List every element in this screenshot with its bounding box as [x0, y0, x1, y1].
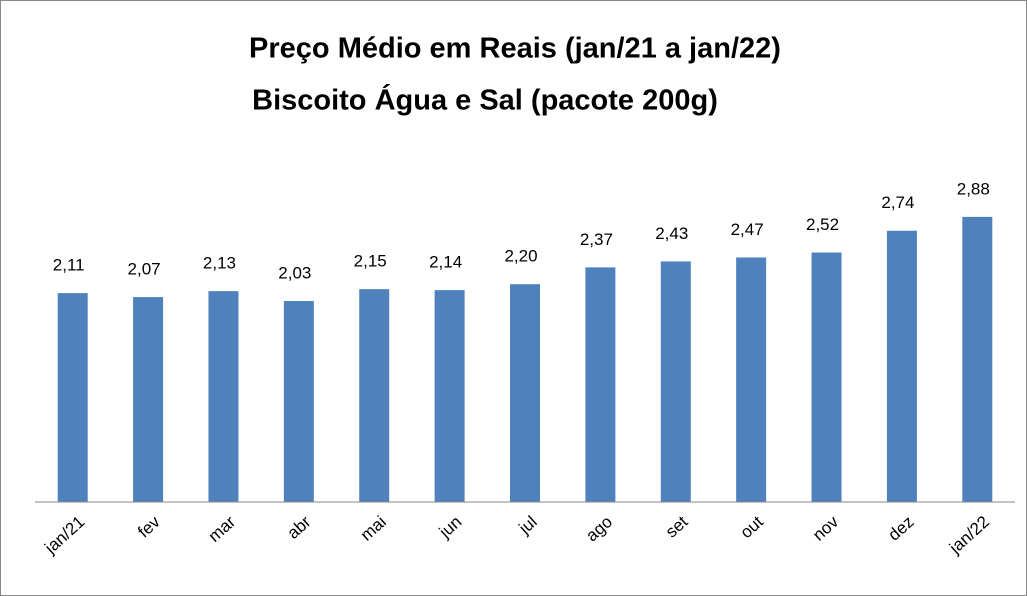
- bar: [434, 290, 465, 502]
- value-label: 2,15: [354, 252, 387, 271]
- value-label: 2,88: [957, 179, 990, 198]
- chart-subtitle: Biscoito Água e Sal (pacote 200g): [252, 83, 718, 117]
- bar: [736, 257, 767, 502]
- bar: [510, 284, 540, 502]
- value-label: 2,43: [655, 224, 688, 243]
- value-label: 2,13: [203, 254, 236, 273]
- value-label: 2,03: [278, 264, 311, 283]
- bar: [208, 291, 239, 502]
- bar: [962, 216, 993, 502]
- value-label: 2,74: [881, 193, 914, 212]
- value-label: 2,07: [128, 260, 161, 279]
- bar: [359, 289, 390, 502]
- chart-title: Preço Médio em Reais (jan/21 a jan/22): [249, 33, 781, 65]
- bar: [133, 297, 164, 502]
- bar: [57, 293, 88, 502]
- value-label: 2,20: [504, 247, 537, 266]
- bar: [585, 267, 616, 502]
- value-label: 2,37: [580, 230, 613, 249]
- bar: [660, 261, 691, 502]
- value-label: 2,47: [731, 220, 764, 239]
- value-label: 2,11: [53, 256, 85, 275]
- bar: [886, 230, 917, 503]
- bar: [811, 252, 842, 502]
- value-label: 2,52: [806, 215, 839, 234]
- bar: [283, 301, 314, 502]
- value-label: 2,14: [429, 253, 462, 272]
